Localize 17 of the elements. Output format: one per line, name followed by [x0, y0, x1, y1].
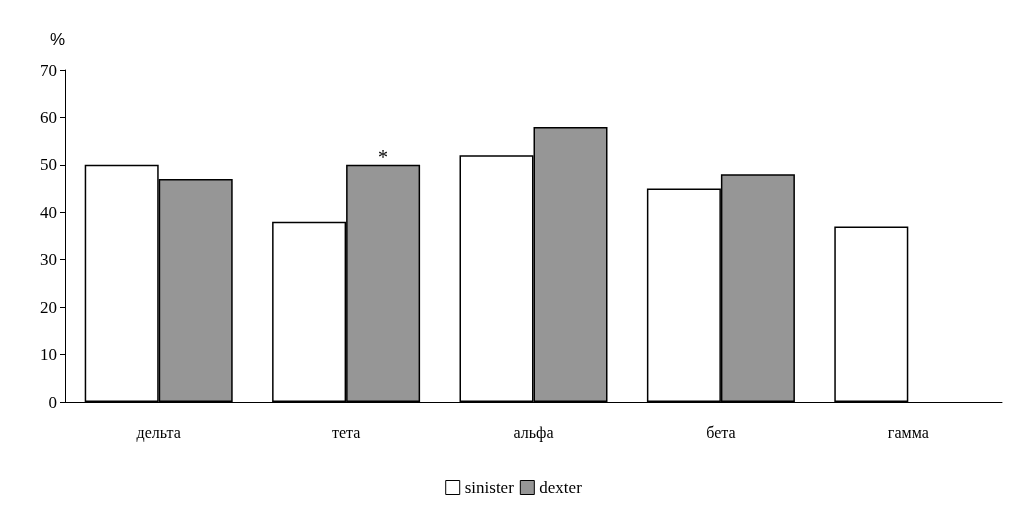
x-tick-label: альфа	[513, 423, 554, 442]
y-axis-title: %	[49, 30, 65, 49]
x-tick-label: гамма	[887, 423, 929, 441]
legend-label: sinister	[464, 478, 515, 497]
legend-label: dexter	[539, 478, 583, 497]
annotation: *	[378, 146, 389, 169]
y-tick-label: 40	[40, 202, 57, 222]
y-tick-label: 10	[40, 345, 57, 365]
y-tick-label: 70	[40, 60, 57, 80]
y-tick-label: 50	[40, 155, 57, 175]
y-tick-label: 60	[40, 107, 57, 127]
y-tick-label: 0	[48, 392, 57, 412]
x-tick-label: тета	[331, 423, 361, 441]
x-tick-label: дельта	[136, 423, 181, 442]
y-tick-label: 20	[40, 297, 57, 317]
x-tick-label: бета	[706, 423, 736, 441]
y-tick-label: 30	[40, 250, 57, 270]
